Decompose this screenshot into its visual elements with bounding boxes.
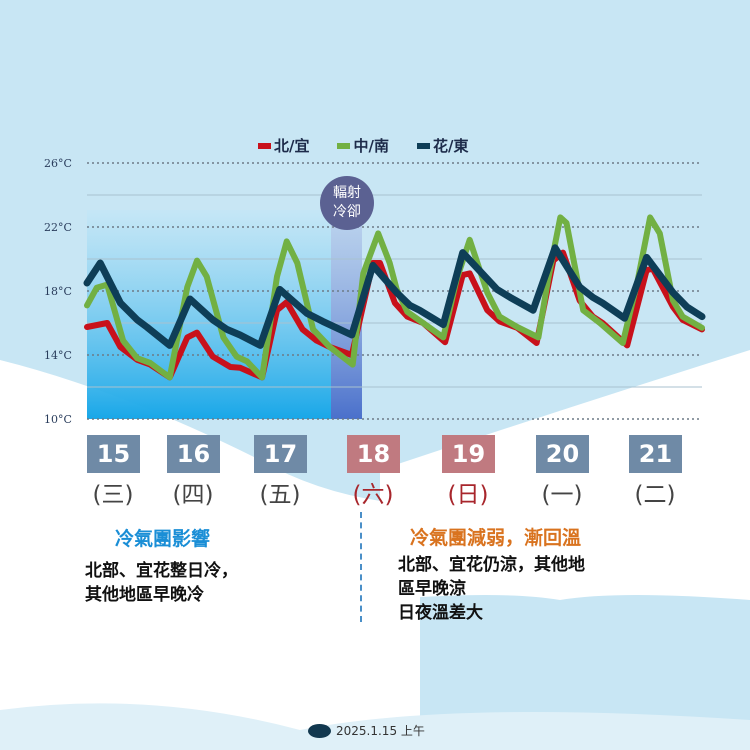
cloud-right [380, 350, 750, 600]
left-note-line: 其他地區早晚冷 [85, 585, 204, 605]
legend-label: 北/宜 [274, 137, 310, 155]
day-box: 17 [254, 435, 307, 473]
right-note-line: 區早晚涼 [398, 579, 466, 599]
legend-north-yilan: 北/宜 [258, 135, 309, 156]
day-box: 18 [347, 435, 400, 473]
y-tick-label: 26°C [44, 157, 72, 170]
badge-line: 輻射 [333, 185, 361, 201]
weekday-label: (四) [172, 482, 214, 508]
weekday-label: (一) [541, 482, 583, 508]
day-box: 21 [629, 435, 682, 473]
legend-hualien-taitung: 花/東 [416, 135, 469, 156]
weekday-label: (二) [634, 482, 676, 508]
day-box: 19 [442, 435, 495, 473]
divider-line [360, 512, 362, 622]
legend: 北/宜 中/南 花/東 [258, 135, 468, 156]
day-box: 15 [87, 435, 140, 473]
y-tick-label: 10°C [44, 413, 72, 426]
series-line-1 [84, 214, 705, 381]
weekday-label: (日) [447, 482, 489, 508]
right-note-line: 北部、宜花仍涼，其他地 [398, 555, 585, 575]
y-tick-label: 18°C [44, 285, 72, 298]
legend-central-south: 中/南 [337, 135, 389, 156]
legend-swatch [416, 142, 430, 149]
legend-swatch [337, 142, 351, 149]
cwa-logo-icon [308, 724, 331, 738]
legend-label: 花/東 [432, 137, 469, 155]
footer-date: 2025.1.15 上午 [336, 724, 425, 738]
right-note-line: 日夜溫差大 [398, 603, 483, 623]
left-note-line: 北部、宜花整日冷， [85, 561, 238, 581]
right-note-title: 冷氣團減弱，漸回溫 [410, 527, 582, 549]
day-box: 16 [167, 435, 220, 473]
weekday-label: (三) [92, 482, 134, 508]
radiative-cooling-badge: 輻射 冷卻 [320, 176, 374, 230]
badge-line: 冷卻 [333, 204, 361, 220]
series-line-2 [83, 244, 706, 349]
y-tick-label: 14°C [44, 349, 72, 362]
cloud-bottom [0, 703, 750, 750]
day-box: 20 [536, 435, 589, 473]
legend-swatch [258, 142, 271, 149]
legend-label: 中/南 [353, 137, 389, 155]
weekday-label: (六) [352, 482, 394, 508]
y-tick-label: 22°C [44, 221, 72, 234]
weekday-label: (五) [259, 482, 301, 508]
left-note-title: 冷氣團影響 [115, 528, 211, 550]
